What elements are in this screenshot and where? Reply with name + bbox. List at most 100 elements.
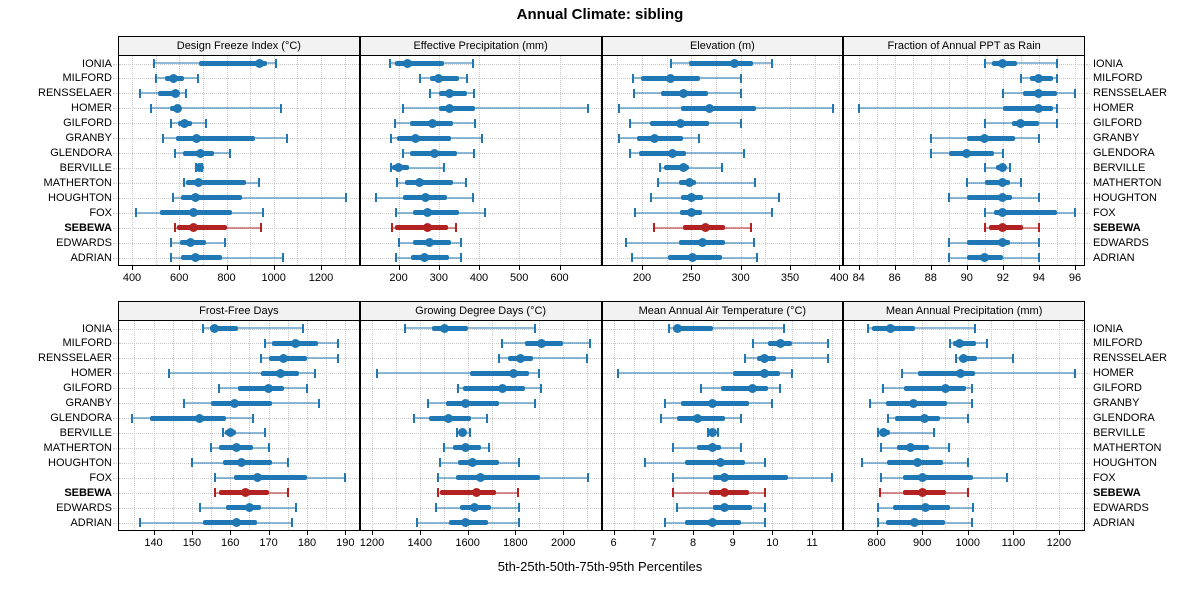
whisker-cap-95th: [742, 148, 745, 158]
axis-tick: [1075, 266, 1076, 270]
iqr-bar: [903, 475, 974, 481]
row-tick-stub: [1086, 257, 1090, 259]
row-tick-stub: [113, 522, 117, 524]
percentile-whisker: [669, 327, 785, 330]
axis-tick: [1058, 531, 1060, 535]
gridline-horizontal: [844, 93, 1084, 95]
gridline-horizontal: [360, 153, 601, 154]
whisker-cap-95th: [472, 58, 475, 68]
iqr-bar: [1011, 120, 1039, 126]
whisker-cap-95th: [442, 163, 445, 173]
iqr-bar: [993, 210, 1057, 216]
row-tick-stub: [113, 328, 117, 330]
gridline-horizontal: [360, 343, 601, 345]
median-dot: [980, 253, 990, 263]
median-dot: [170, 88, 180, 98]
gridline-vertical: [132, 56, 133, 265]
median-dot: [252, 473, 262, 483]
median-dot: [879, 428, 889, 438]
whisker-cap-5th: [882, 383, 885, 393]
median-dot: [444, 88, 454, 98]
median-dot: [954, 338, 964, 348]
axis-tick: [191, 531, 193, 535]
whisker-cap-5th: [416, 518, 419, 528]
row-tick-stub: [113, 403, 117, 405]
whisker-cap-5th: [672, 473, 675, 483]
row-tick-stub: [113, 242, 117, 244]
gridline-vertical: [287, 321, 289, 530]
whisker-cap-5th: [954, 353, 957, 363]
axis-tick: [922, 531, 924, 535]
whisker-cap-5th: [182, 178, 185, 188]
axis-tick-label: 10: [766, 537, 779, 549]
gridline-vertical: [1057, 56, 1058, 265]
whisker-cap-5th: [190, 458, 193, 468]
median-dot: [1034, 88, 1044, 98]
median-dot: [231, 518, 241, 528]
row-tick-stub: [1086, 418, 1090, 419]
panel-title: Elevation (m): [601, 36, 844, 56]
whisker-cap-5th: [442, 443, 445, 453]
gridline-vertical: [307, 321, 308, 530]
iqr-bar: [904, 385, 966, 391]
median-dot: [885, 323, 895, 333]
row-tick-stub: [1086, 227, 1090, 229]
gridline-vertical: [249, 321, 251, 530]
whisker-cap-5th: [947, 253, 950, 263]
whisker-cap-5th: [217, 383, 220, 393]
whisker-cap-5th: [983, 208, 986, 218]
whisker-cap-95th: [971, 383, 974, 393]
whisker-cap-5th: [263, 338, 266, 348]
median-dot: [457, 428, 467, 438]
whisker-cap-95th: [306, 383, 308, 393]
gridline-vertical: [712, 321, 714, 530]
percentile-whisker: [901, 372, 1075, 375]
row-tick-stub: [113, 447, 117, 449]
panel-title: Effective Precipitation (mm): [359, 36, 602, 56]
row-tick-stub: [113, 388, 117, 390]
whisker-cap-95th: [1056, 73, 1058, 83]
percentile-whisker: [878, 431, 934, 434]
axis-tick: [693, 531, 694, 535]
whisker-cap-95th: [267, 443, 270, 453]
axis-tick-label: 300: [429, 272, 448, 284]
whisker-cap-5th: [707, 428, 710, 438]
whisker-cap-95th: [986, 338, 989, 348]
axis-tick: [372, 531, 373, 535]
site-label-right: GRANBY: [1093, 132, 1140, 145]
axis-tick: [479, 266, 480, 270]
gridline-horizontal: [119, 168, 359, 169]
median-dot: [1016, 118, 1026, 128]
whisker-cap-5th: [202, 323, 205, 333]
median-dot: [461, 518, 471, 528]
row-tick-stub: [1086, 212, 1090, 214]
median-dot: [908, 398, 918, 408]
median-dot: [195, 413, 205, 423]
median-dot: [906, 443, 916, 453]
median-dot: [172, 103, 182, 113]
whisker-cap-5th: [618, 103, 621, 113]
whisker-cap-95th: [739, 88, 742, 98]
whisker-cap-5th: [1019, 73, 1022, 83]
whisker-cap-95th: [484, 208, 486, 218]
gridline-vertical: [990, 321, 992, 530]
median-dot: [445, 103, 455, 113]
row-tick-stub: [1086, 373, 1090, 375]
site-label-right: EDWARDS: [1093, 501, 1149, 514]
median-dot: [708, 428, 718, 438]
percentile-whisker: [955, 357, 1014, 360]
whisker-cap-5th: [139, 518, 142, 528]
iqr-bar: [894, 415, 941, 421]
whisker-cap-5th: [135, 208, 137, 218]
whisker-cap-95th: [753, 238, 756, 248]
whisker-cap-5th: [389, 163, 392, 173]
gridline-vertical: [515, 321, 517, 530]
whisker-cap-5th: [1001, 88, 1004, 98]
row-tick-stub: [1086, 93, 1090, 95]
whisker-cap-95th: [286, 488, 289, 498]
median-dot: [998, 193, 1008, 203]
iqr-bar: [673, 325, 713, 331]
iqr-bar: [211, 400, 273, 406]
gridline-horizontal: [360, 78, 601, 80]
median-dot: [427, 118, 437, 128]
